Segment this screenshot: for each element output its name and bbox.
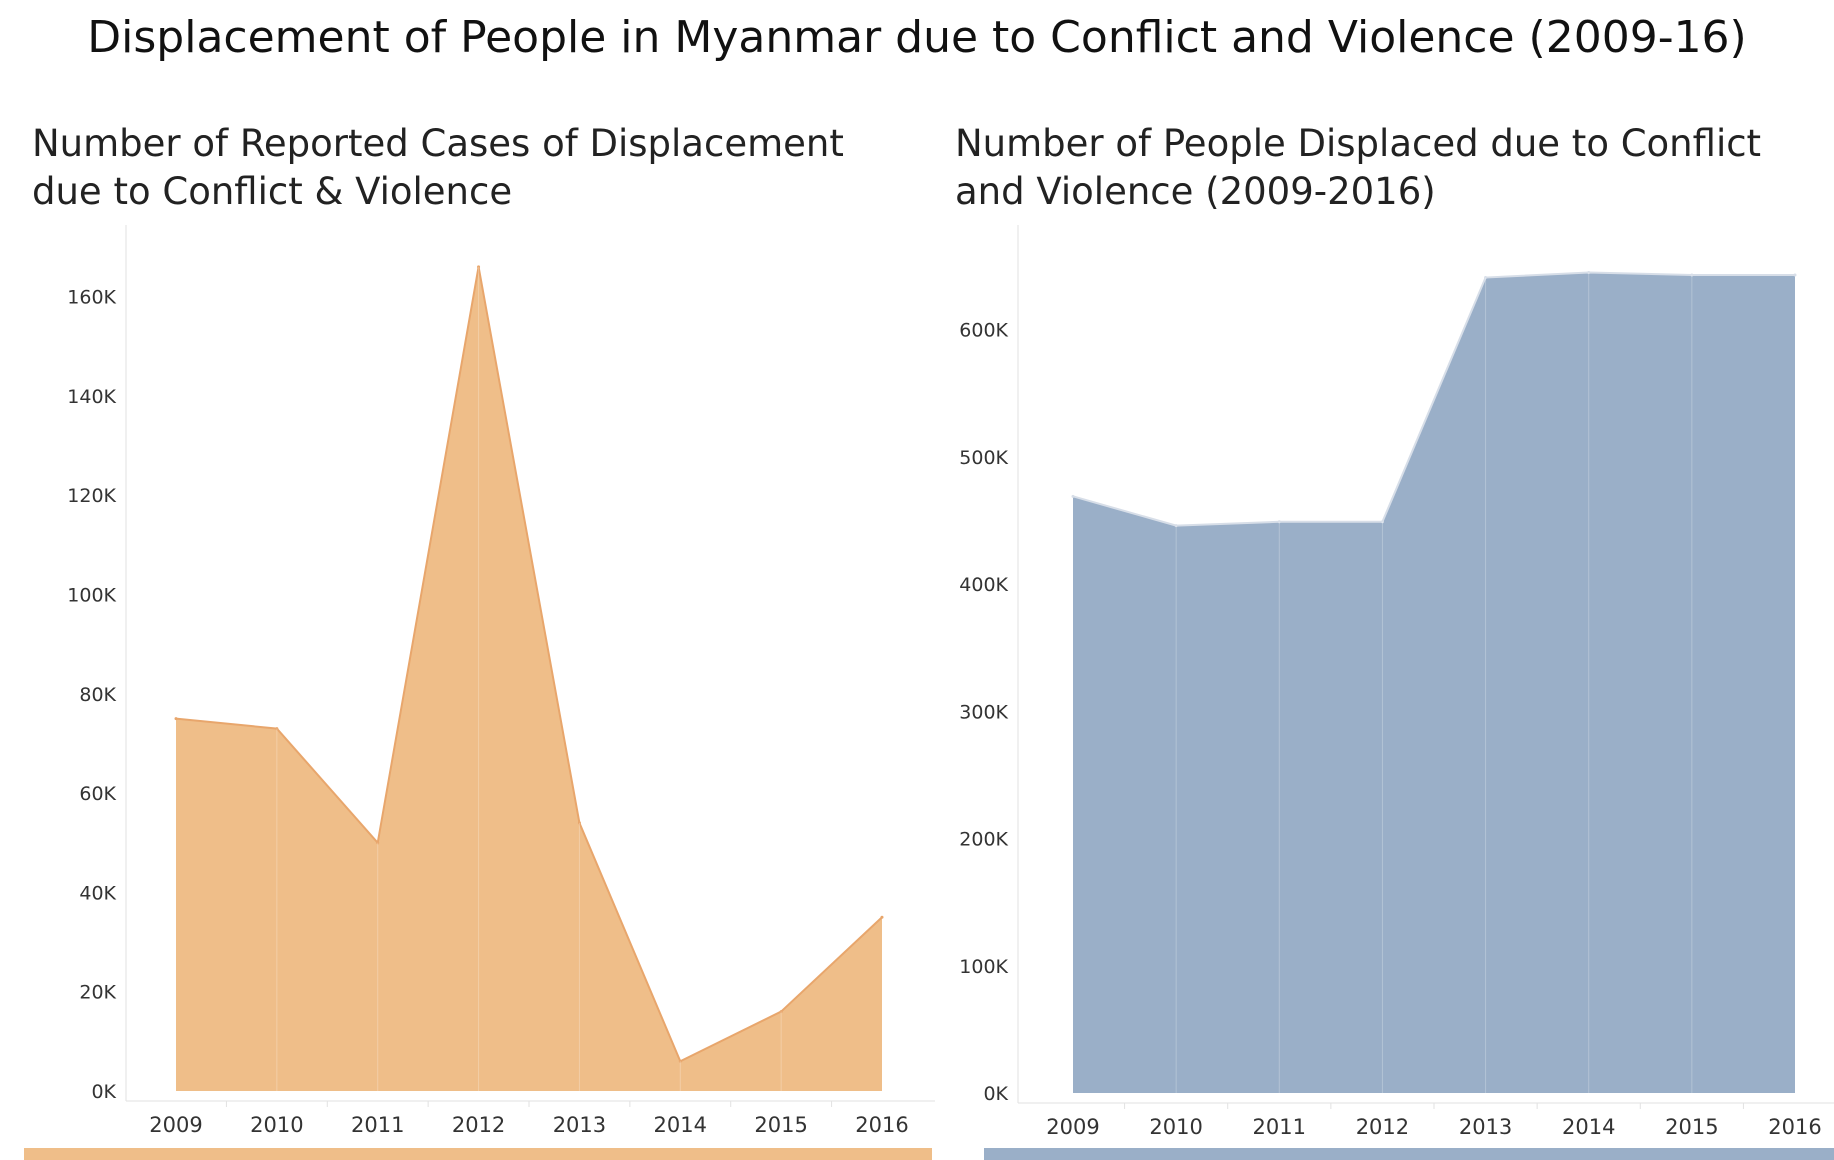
data-point-2012[interactable]	[477, 265, 481, 269]
y-tick-label: 40K	[79, 882, 116, 904]
data-point-2012[interactable]	[1380, 520, 1384, 524]
y-tick-label: 100K	[959, 956, 1008, 978]
people-displaced-area-chart: 0K 100K 200K 300K 400K 500K 600K 2009 2010 2011 20…	[959, 225, 1834, 1139]
x-tick-label: 2012	[1356, 1115, 1409, 1139]
area-series	[176, 266, 882, 1091]
x-tick-label: 2014	[1562, 1115, 1615, 1139]
x-tick-label: 2014	[654, 1113, 707, 1137]
y-tick-label: 500K	[959, 447, 1008, 469]
y-tick-label: 80K	[79, 684, 116, 706]
x-tick-label: 2016	[1768, 1115, 1821, 1139]
y-tick-label: 200K	[959, 829, 1008, 851]
data-point-2010[interactable]	[275, 727, 279, 731]
x-tick-label: 2015	[754, 1113, 807, 1137]
x-tick-label: 2011	[1253, 1115, 1306, 1139]
data-point-2013[interactable]	[577, 821, 581, 825]
x-tick-label: 2010	[1149, 1115, 1202, 1139]
x-tick-label: 2009	[1046, 1115, 1099, 1139]
data-point-2011[interactable]	[376, 841, 380, 845]
reported-cases-area-chart: 0K 20K 40K 60K 80K 100K 120K 140K 160K 2009 2010 20…	[67, 225, 935, 1137]
left-chart-title: Number of Reported Cases of Displacement…	[32, 122, 844, 213]
y-tick-label: 60K	[79, 783, 116, 805]
x-tick-label: 2016	[855, 1113, 908, 1137]
data-point-2014[interactable]	[678, 1059, 682, 1063]
dashboard-title: Displacement of People in Myanmar due to…	[87, 12, 1747, 63]
y-tick-label: 0K	[983, 1083, 1008, 1105]
data-point-2015[interactable]	[1690, 273, 1694, 277]
y-tick-label: 140K	[67, 386, 116, 408]
y-tick-label: 120K	[67, 485, 116, 507]
series-line	[175, 266, 883, 1063]
x-tick-label: 2009	[149, 1113, 202, 1137]
data-point-2015[interactable]	[779, 1010, 783, 1014]
y-tick-label: 160K	[67, 287, 116, 309]
data-point-2010[interactable]	[1174, 524, 1178, 528]
data-point-2016[interactable]	[880, 915, 884, 919]
y-tick-label: 0K	[91, 1081, 116, 1103]
x-tick-label: 2015	[1665, 1115, 1718, 1139]
right-chart-scrollbar[interactable]	[984, 1148, 1834, 1160]
x-tick-label: 2010	[250, 1113, 303, 1137]
left-chart-scrollbar[interactable]	[24, 1148, 932, 1160]
data-point-2013[interactable]	[1484, 276, 1488, 280]
x-tick-label: 2013	[1459, 1115, 1512, 1139]
data-point-2016[interactable]	[1793, 273, 1797, 277]
area-series	[1073, 272, 1795, 1093]
y-tick-label: 600K	[959, 320, 1008, 342]
y-tick-label: 400K	[959, 574, 1008, 596]
series-line	[1072, 271, 1795, 527]
y-tick-label: 100K	[67, 585, 116, 607]
x-tick-label: 2013	[553, 1113, 606, 1137]
y-tick-label: 300K	[959, 701, 1008, 723]
data-point-2011[interactable]	[1277, 520, 1281, 524]
data-point-2014[interactable]	[1587, 270, 1591, 274]
data-point-2009[interactable]	[174, 717, 178, 721]
data-point-2009[interactable]	[1071, 494, 1075, 498]
right-chart-title: Number of People Displaced due to Confli…	[955, 122, 1762, 213]
y-tick-label: 20K	[79, 982, 116, 1004]
x-tick-label: 2011	[351, 1113, 404, 1137]
x-tick-label: 2012	[452, 1113, 505, 1137]
